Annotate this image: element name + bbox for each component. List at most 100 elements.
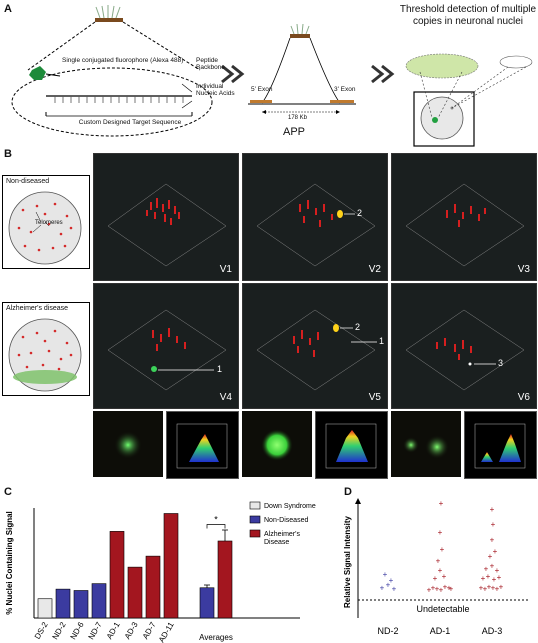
data-point: + xyxy=(486,572,491,581)
average-bar xyxy=(199,587,215,619)
data-point: + xyxy=(431,583,436,592)
panel-b-label: B xyxy=(4,148,12,160)
data-point: + xyxy=(433,574,438,583)
data-point: + xyxy=(383,570,388,579)
target-sequence-label: Custom Designed Target Sequence xyxy=(78,119,182,126)
nucleic-acids-label: Individual Nucleic Acids xyxy=(196,83,235,97)
legend-swatch xyxy=(249,529,261,538)
data-point: + xyxy=(427,585,432,594)
view-v5: 2 1 V5 xyxy=(242,283,388,409)
view-label-v6: V6 xyxy=(517,392,530,403)
data-point: + xyxy=(436,557,441,566)
panel-a-label: A xyxy=(4,3,12,15)
average-bar xyxy=(217,540,233,619)
x-tick-label: AD-7 xyxy=(141,620,158,641)
data-point: + xyxy=(495,566,500,575)
data-point: + xyxy=(439,499,444,508)
view-v4: 1 V4 xyxy=(93,283,239,409)
bar xyxy=(73,590,89,619)
bar-chart: % Nuclei Containing Signal DS-2 ND-2 ND-6 ND… xyxy=(5,501,316,643)
significance-star: * xyxy=(214,515,218,525)
x-tick-label: ND-2 xyxy=(377,626,398,636)
v4-arrow-label: 1 xyxy=(217,364,223,374)
data-point: + xyxy=(493,547,498,556)
view-v6: 3 V6 xyxy=(391,283,537,409)
fluorescence-image-3 xyxy=(391,411,461,477)
view-label-v2: V2 xyxy=(368,264,381,275)
view-label-v5: V5 xyxy=(368,392,381,403)
bar xyxy=(163,513,179,619)
data-point: + xyxy=(490,505,495,514)
view-label-v3: V3 xyxy=(517,264,530,275)
threshold-label: Undetectable xyxy=(416,604,469,614)
bar xyxy=(127,566,143,619)
data-point: + xyxy=(481,574,486,583)
fluorophore-label: Single conjugated fluorophore (Alexa 488… xyxy=(62,57,184,64)
bar xyxy=(55,588,71,619)
data-point: + xyxy=(443,583,448,592)
data-point: + xyxy=(438,566,443,575)
legend-swatch xyxy=(249,501,261,510)
data-point: + xyxy=(439,585,444,594)
alzheimers-title: Alzheimer's disease xyxy=(6,305,69,312)
data-point: + xyxy=(389,576,394,585)
alzheimers-schematic: Alzheimer's disease xyxy=(2,302,90,396)
view-v1: V1 xyxy=(93,153,239,281)
data-point: + xyxy=(435,584,440,593)
backbone-label: Peptide Backbone xyxy=(196,57,225,71)
v6-arrow-label: 3 xyxy=(498,358,504,368)
view-v2: 2 V2 xyxy=(242,153,388,281)
telomeres-label: Telomeres xyxy=(35,220,63,226)
y-axis-arrow xyxy=(355,498,361,504)
intensity-plot-2 xyxy=(315,411,388,479)
non-diseased-schematic: Non-diseased Telomeres xyxy=(2,175,90,269)
distance-label: 178 Kb xyxy=(288,115,308,121)
panel-c-label: C xyxy=(4,486,12,498)
data-point: + xyxy=(479,583,484,592)
legend-label-cont: Disease xyxy=(264,539,289,546)
legend-label: Non-Diseased xyxy=(264,517,308,524)
x-tick-label: AD-1 xyxy=(105,620,122,641)
data-point: + xyxy=(499,583,504,592)
fluorescence-image-1 xyxy=(93,411,163,477)
bar xyxy=(145,555,161,619)
panel-a-diagram xyxy=(11,5,533,147)
exon3-label: 3' Exon xyxy=(334,86,356,93)
data-point: + xyxy=(392,584,397,593)
x-tick-label: AD-1 xyxy=(430,626,451,636)
view-label-v4: V4 xyxy=(219,392,232,403)
data-point: + xyxy=(495,584,500,593)
data-point: + xyxy=(492,575,497,584)
view-v3: V3 xyxy=(391,153,537,281)
bar xyxy=(37,598,53,619)
data-point: + xyxy=(487,583,492,592)
threshold-title: Threshold detection of multiple copies i… xyxy=(399,4,537,27)
significance-bracket xyxy=(206,524,226,529)
legend-label: Down Syndrome xyxy=(264,503,316,510)
y-axis-label: Relative Signal Intensity xyxy=(343,515,352,608)
y-axis-label: % Nuclei Containing Signal xyxy=(5,511,14,615)
intensity-plot-3 xyxy=(464,411,537,479)
data-point: + xyxy=(380,583,385,592)
x-tick-label: ND-6 xyxy=(69,620,86,641)
legend-swatch xyxy=(249,515,261,524)
bar xyxy=(91,583,107,619)
v2-arrow-label: 2 xyxy=(357,208,363,218)
v5-arrow-label-2: 2 xyxy=(355,322,361,332)
non-diseased-title: Non-diseased xyxy=(6,178,50,185)
data-point: + xyxy=(490,535,495,544)
legend-label: Alzheimer's xyxy=(264,531,300,538)
exon5-label: 5' Exon xyxy=(251,86,273,93)
view-label-v1: V1 xyxy=(219,264,232,275)
data-point: + xyxy=(490,561,495,570)
bar xyxy=(109,531,125,619)
data-point: + xyxy=(449,584,454,593)
data-point: + xyxy=(440,545,445,554)
data-point: + xyxy=(447,583,452,592)
data-point: + xyxy=(386,581,391,590)
data-point: + xyxy=(484,564,489,573)
intensity-plot-1 xyxy=(166,411,239,479)
data-point: + xyxy=(497,573,502,582)
fluorescence-image-2 xyxy=(242,411,312,477)
